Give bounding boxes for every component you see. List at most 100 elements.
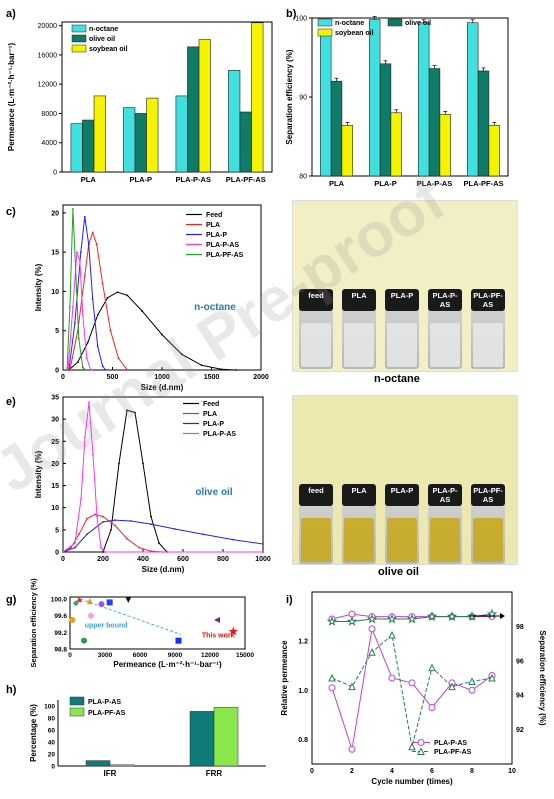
y-tick-label: 1.0 — [298, 688, 308, 695]
series-point — [84, 435, 86, 438]
vial-label: PLA-P-AS — [432, 291, 458, 309]
y-tick-label: 0.8 — [298, 737, 308, 744]
vial-label: PLA — [351, 486, 367, 495]
vial-liquid — [430, 323, 460, 367]
y-tick-label: 30 — [51, 417, 59, 424]
series-point — [100, 546, 102, 549]
series-point — [77, 337, 80, 340]
series-marker — [328, 684, 336, 692]
series-line — [69, 230, 128, 371]
y-tick-label: 90 — [299, 95, 307, 102]
series-point — [117, 357, 120, 360]
legend-label: n-octane — [335, 20, 364, 27]
series-point — [126, 537, 128, 540]
series-line — [331, 634, 493, 747]
bar — [85, 760, 111, 767]
photo-f: feed PLA PLA-P PLA-P-AS PLA-PF-AS — [292, 395, 518, 565]
y-axis-label: Relative permeance — [280, 640, 289, 716]
x-tick-label: 0 — [61, 374, 65, 381]
series-marker — [368, 648, 376, 656]
series-point — [142, 462, 144, 465]
series-point — [150, 523, 152, 525]
series-point — [74, 546, 76, 549]
series-marker — [417, 739, 425, 746]
vial-liquid — [430, 518, 460, 562]
y2-axis-label: Separation efficiency (%) — [538, 630, 547, 725]
vial-liquid — [387, 518, 417, 562]
plot-frame — [61, 21, 273, 173]
y-tick-label: 5 — [55, 527, 59, 534]
x-tick-label: 15000 — [236, 652, 254, 659]
series-marker — [388, 630, 396, 639]
vial: PLA-PF-AS — [471, 289, 505, 369]
y-tick-label: 0 — [55, 550, 59, 557]
plot-frame — [62, 204, 262, 371]
y-axis-label: Permeance (L·m⁻²·h⁻¹·bar⁻¹) — [7, 43, 16, 152]
series-marker — [468, 677, 476, 685]
scatter-point — [98, 601, 105, 608]
bar — [330, 80, 343, 177]
series-point — [262, 551, 264, 553]
category-label: PLA-P — [130, 175, 153, 184]
legend-swatch — [69, 707, 85, 717]
legend-swatch — [71, 44, 87, 53]
series-marker — [348, 682, 356, 691]
legend-label: n-octane — [89, 26, 118, 33]
vial: PLA — [342, 289, 376, 369]
scatter-point — [125, 596, 132, 603]
legend-label: olive oil — [89, 36, 115, 43]
legend-swatch — [71, 34, 87, 43]
series-point — [102, 551, 104, 553]
category-label: PLA-P-AS — [176, 175, 211, 184]
series-point — [102, 515, 104, 518]
series-point — [109, 329, 112, 332]
legend-swatch — [317, 18, 333, 27]
bar — [228, 69, 241, 173]
chart-annotation: n-octane — [194, 302, 236, 313]
y-axis-label: Intensity (%) — [34, 450, 43, 498]
bar — [146, 97, 159, 173]
series-point — [73, 321, 76, 324]
x-tick-label: 3000 — [98, 652, 113, 659]
vial-liquid — [344, 323, 374, 367]
series-point — [101, 365, 104, 367]
y-tick-label: 20 — [51, 461, 59, 468]
series-point — [78, 533, 80, 536]
y-tick-label: 35 — [51, 395, 59, 402]
legend-swatch — [317, 28, 333, 37]
series-point — [158, 542, 160, 545]
x-tick-label: 10 — [508, 768, 516, 775]
vial-liquid — [473, 323, 503, 367]
y-tick-label: 99.6 — [54, 613, 67, 620]
y-tick-label: 80 — [299, 174, 307, 181]
series-point — [110, 528, 112, 531]
series-point — [94, 513, 96, 516]
series-marker — [388, 674, 396, 682]
upper-bound-line — [80, 598, 181, 635]
y-tick-label: 20 — [48, 752, 56, 759]
series-point — [138, 546, 140, 549]
x-tick-label: 0 — [310, 768, 314, 775]
series-point — [80, 497, 82, 500]
vial-cap: PLA-PF-AS — [471, 289, 505, 311]
vial: feed — [299, 484, 333, 564]
bar — [428, 68, 441, 177]
series-point — [84, 369, 87, 371]
legend-label: PLA-P-AS — [203, 431, 236, 438]
vial-label: feed — [308, 291, 324, 300]
plot-frame — [62, 396, 264, 553]
vial-label: PLA-P — [390, 291, 414, 300]
panel-label-e: e) — [6, 396, 16, 408]
vial-liquid — [301, 323, 331, 367]
x-tick-label: 200 — [97, 556, 109, 563]
series-marker — [446, 611, 458, 622]
series-marker — [428, 663, 436, 672]
y-tick-label: 8000 — [41, 111, 57, 118]
series-marker — [448, 682, 456, 691]
series-point — [130, 520, 132, 522]
panel-label-c: c) — [6, 206, 16, 218]
series-point — [150, 515, 152, 518]
vial-cap: PLA-P — [385, 484, 419, 506]
series-point — [89, 369, 92, 371]
